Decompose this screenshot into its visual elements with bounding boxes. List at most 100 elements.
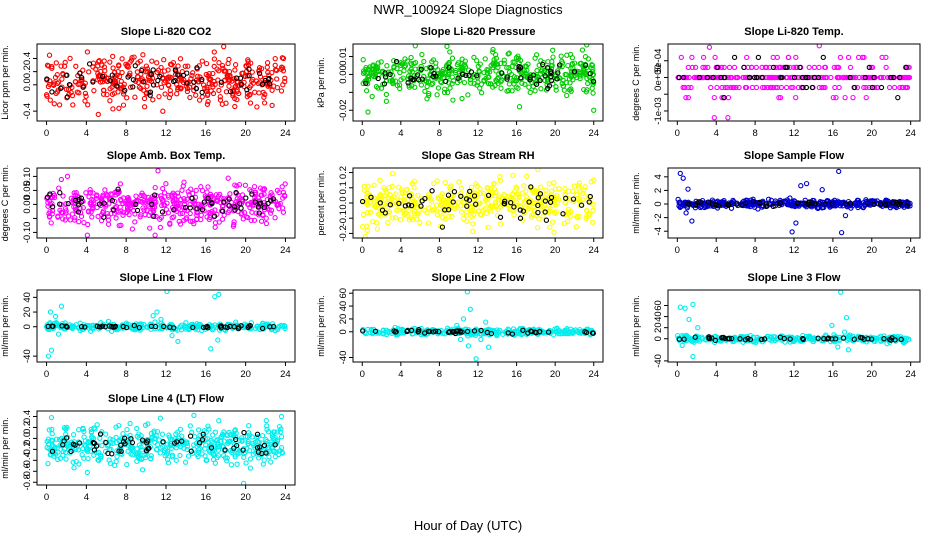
sample-point: [551, 229, 557, 235]
panel-title: Slope Li-820 CO2: [121, 26, 211, 38]
x-tick-label: 12: [161, 492, 172, 503]
sample-point: [552, 186, 559, 192]
sample-point: [421, 73, 427, 80]
sample-point: [163, 181, 169, 187]
sample-point: [62, 205, 69, 212]
sample-point: [275, 201, 282, 207]
sample-point: [58, 209, 65, 216]
sample-point: [173, 196, 179, 203]
hourly-point: [75, 202, 82, 208]
sample-point: [789, 229, 795, 235]
sample-point: [60, 216, 66, 222]
hourly-point: [406, 193, 413, 199]
hourly-point: [445, 207, 452, 213]
sample-point: [510, 172, 516, 179]
hourly-point: [147, 92, 153, 98]
sample-point: [526, 84, 532, 90]
x-tick-label: 4: [84, 492, 89, 503]
sample-point: [118, 85, 125, 91]
sample-point: [389, 215, 395, 221]
sample-point: [254, 323, 260, 330]
hourly-point: [150, 82, 157, 88]
sample-point: [562, 185, 568, 192]
sample-point: [245, 438, 251, 445]
hourly-point: [241, 429, 247, 436]
hourly-point: [747, 336, 754, 343]
hourly-point: [890, 200, 896, 206]
sample-point: [267, 194, 274, 201]
sample-point: [535, 224, 541, 231]
sample-point: [153, 213, 159, 220]
sample-point: [80, 425, 86, 431]
sample-point: [204, 101, 211, 107]
sample-point: [54, 89, 61, 95]
y-tick-label: -0.10: [22, 222, 33, 244]
sample-point: [470, 228, 476, 235]
sample-point: [389, 170, 396, 177]
sample-point: [365, 109, 371, 115]
x-tick-label: 16: [201, 245, 212, 256]
hourly-point: [78, 195, 85, 201]
hourly-point: [233, 436, 239, 443]
sample-point: [423, 65, 429, 72]
hourly-point: [542, 209, 548, 215]
sample-point: [448, 183, 454, 189]
sample-point: [377, 177, 383, 183]
sample-point: [280, 189, 287, 196]
sample-point: [200, 433, 207, 440]
sample-point: [165, 67, 171, 73]
sample-point: [360, 57, 366, 63]
sample-point: [128, 57, 135, 63]
hourly-point: [800, 335, 806, 342]
hourly-point: [809, 200, 815, 206]
hourly-point: [511, 204, 517, 210]
sample-point: [836, 74, 843, 81]
hourly-point: [731, 54, 738, 61]
sample-point: [264, 423, 270, 429]
hourly-point: [240, 447, 246, 453]
hourly-point: [464, 203, 470, 209]
sample-point: [210, 432, 216, 438]
sample-point: [438, 193, 444, 199]
sample-point: [791, 64, 797, 71]
sample-point: [183, 215, 190, 221]
x-tick-label: 0: [360, 245, 365, 256]
sample-point: [365, 209, 371, 216]
sample-point: [517, 57, 524, 64]
sample-point: [148, 456, 154, 462]
hourly-point: [843, 201, 849, 207]
sample-point: [195, 427, 202, 433]
sample-point: [680, 84, 686, 91]
sample-point: [392, 78, 399, 84]
hourly-point: [266, 75, 272, 82]
sample-point: [538, 194, 545, 200]
hourly-point: [189, 195, 195, 201]
sample-point: [279, 184, 285, 190]
hourly-point: [712, 337, 719, 344]
sample-point: [553, 87, 559, 93]
sample-point: [217, 97, 224, 103]
sample-point: [468, 184, 475, 190]
hourly-point: [99, 323, 106, 329]
hourly-point: [520, 208, 527, 214]
sample-point: [123, 61, 129, 67]
hourly-point: [387, 71, 393, 78]
y-tick-label: 0.10: [22, 167, 33, 186]
hourly-point: [148, 71, 154, 77]
sample-point: [904, 74, 910, 81]
sample-point: [460, 316, 467, 322]
sample-point: [85, 455, 91, 462]
sample-point: [370, 66, 376, 72]
sample-point: [415, 211, 421, 217]
hourly-point: [221, 199, 227, 205]
hourly-point: [871, 201, 877, 208]
sample-point: [57, 442, 63, 448]
hourly-point: [903, 64, 909, 71]
sample-point: [207, 210, 214, 216]
sample-point: [179, 433, 185, 439]
sample-point: [248, 217, 254, 224]
hourly-point: [692, 334, 698, 340]
sample-point: [402, 56, 408, 62]
sample-point: [455, 199, 462, 205]
hourly-point: [86, 61, 93, 67]
